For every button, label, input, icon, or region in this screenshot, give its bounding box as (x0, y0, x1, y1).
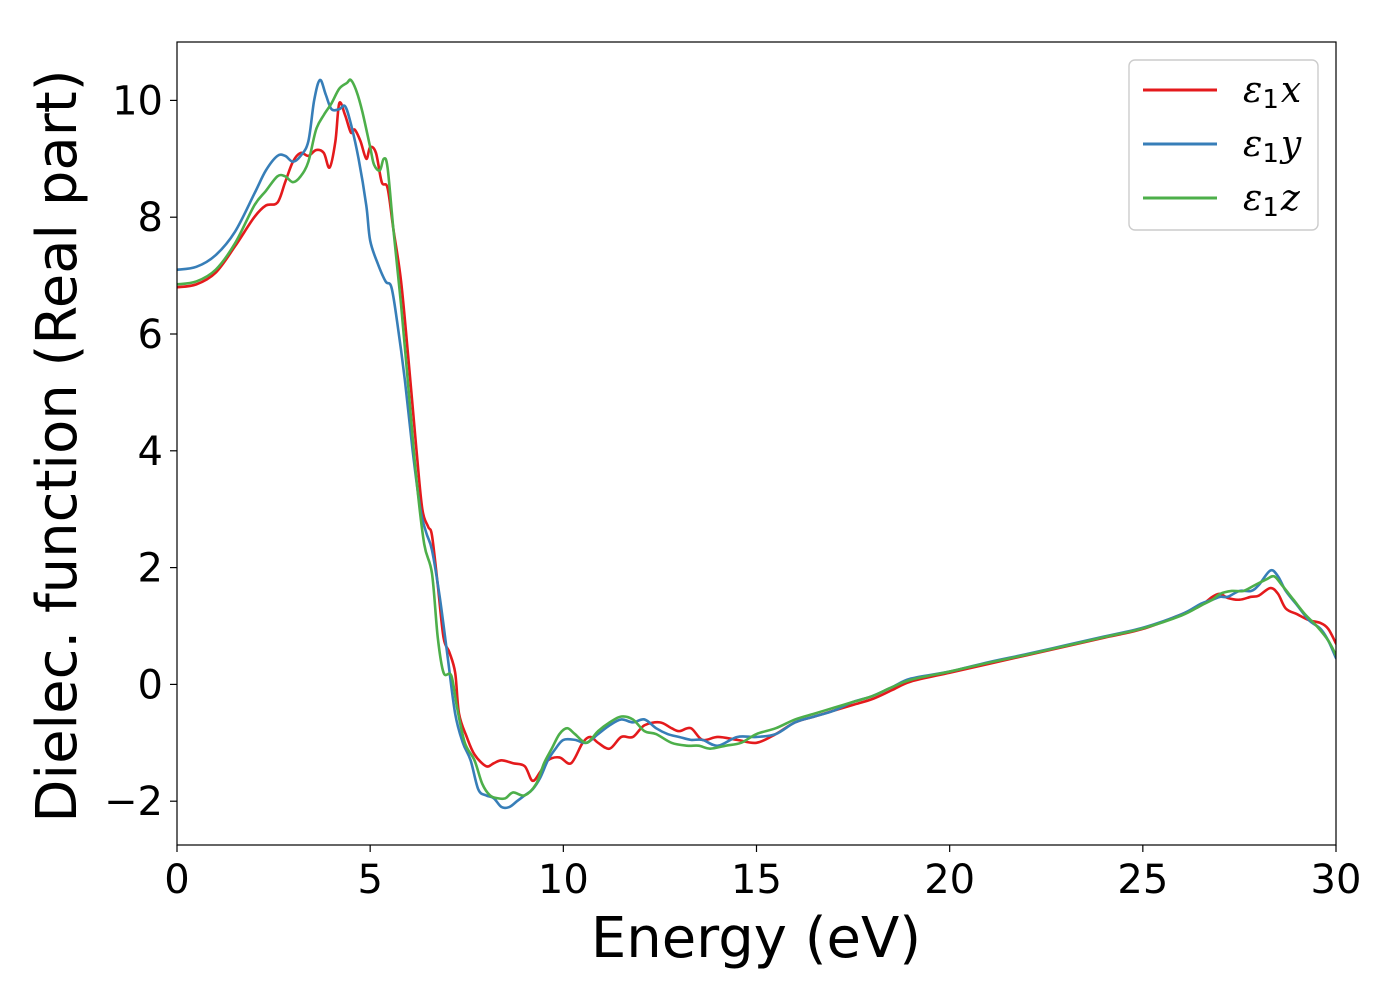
x-tick-label: 15 (731, 857, 782, 903)
legend-base: ε (1243, 178, 1262, 219)
legend-tail: z (1280, 178, 1301, 219)
series-line-z (177, 78, 1336, 801)
legend-tail: y (1279, 124, 1302, 165)
x-tick-label: 25 (1117, 857, 1168, 903)
legend-base: ε (1243, 124, 1262, 165)
y-tick-label: 8 (138, 195, 163, 241)
x-tick-label: 0 (164, 857, 189, 903)
legend-label-z: ε1z (1243, 178, 1301, 223)
y-tick-label: 4 (138, 429, 163, 475)
x-tick-label: 5 (357, 857, 382, 903)
x-axis-label: Energy (eV) (591, 906, 921, 971)
y-tick-label: 0 (138, 662, 163, 708)
legend-subscript: 1 (1262, 85, 1279, 115)
legend-subscript: 1 (1262, 193, 1279, 223)
legend-label-y: ε1y (1243, 124, 1302, 169)
legend-label-x: ε1x (1243, 70, 1301, 115)
y-tick-label: 6 (138, 312, 163, 358)
x-tick-label: 20 (924, 857, 975, 903)
y-axis-ticks: −2 0 2 4 6 8 10 (104, 78, 177, 825)
x-tick-label: 10 (538, 857, 589, 903)
y-tick-label: 2 (138, 546, 163, 592)
series-lines (177, 78, 1336, 810)
legend-subscript: 1 (1262, 139, 1279, 169)
legend-box (1128, 59, 1319, 231)
x-axis-ticks: 0 5 10 15 20 25 30 (164, 845, 1361, 903)
y-axis-label: Dielec. function (Real part) (25, 69, 90, 822)
legend-tail: x (1281, 70, 1301, 111)
x-tick-label: 30 (1311, 857, 1362, 903)
y-tick-label: −2 (104, 779, 163, 825)
y-tick-label: 10 (112, 78, 163, 124)
legend-base: ε (1243, 70, 1262, 111)
